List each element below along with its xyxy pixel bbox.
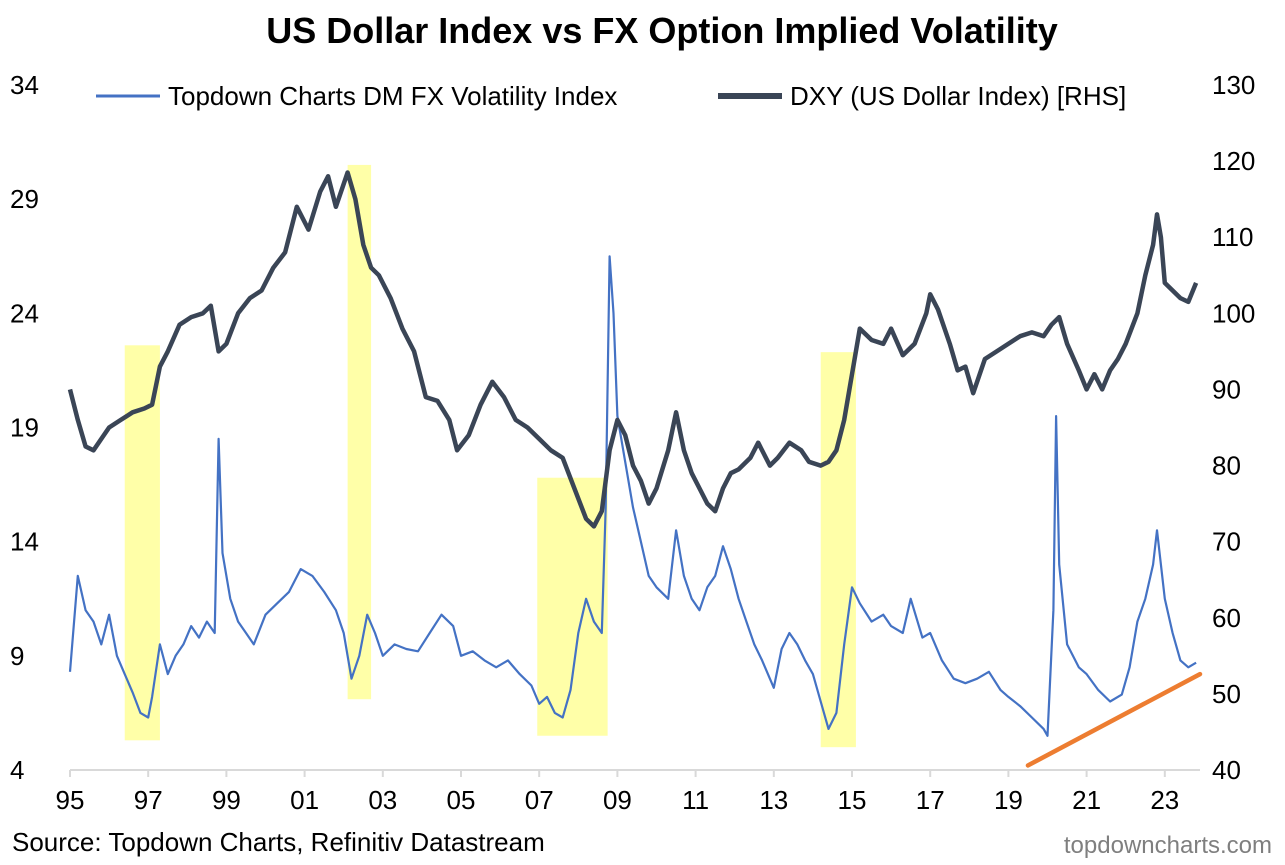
highlight-band-2 — [347, 164, 372, 700]
x-tick-label: 19 — [994, 785, 1023, 815]
dxy-series-line — [67, 170, 1199, 529]
watermark: topdowncharts.com — [1064, 832, 1272, 859]
highlight-bands — [124, 164, 856, 748]
left-tick-label: 9 — [10, 641, 24, 671]
right-tick-label: 100 — [1212, 298, 1255, 328]
left-tick-label: 4 — [10, 755, 24, 785]
right-tick-label: 80 — [1212, 451, 1241, 481]
right-tick-label: 60 — [1212, 603, 1241, 633]
legend-label-vol: Topdown Charts DM FX Volatility Index — [168, 81, 617, 111]
right-tick-label: 70 — [1212, 527, 1241, 557]
right-tick-label: 90 — [1212, 374, 1241, 404]
left-tick-label: 24 — [10, 298, 39, 328]
x-tick-label: 97 — [134, 785, 163, 815]
x-tick-label: 21 — [1072, 785, 1101, 815]
right-tick-label: 40 — [1212, 755, 1241, 785]
left-axis-ticks: 4 9 14 19 24 29 34 — [10, 70, 39, 785]
x-axis-ticks: 95 97 99 01 03 05 07 09 11 13 15 17 19 21 23 — [56, 770, 1179, 815]
x-tick-label: 09 — [603, 785, 632, 815]
left-tick-label: 34 — [10, 70, 39, 100]
x-tick-label: 07 — [525, 785, 554, 815]
right-axis-ticks: 40 50 60 70 80 90 100 110 120 130 — [1212, 70, 1255, 785]
x-tick-label: 23 — [1150, 785, 1179, 815]
source-note: Source: Topdown Charts, Refinitiv Datast… — [12, 827, 545, 857]
x-tick-label: 05 — [447, 785, 476, 815]
x-tick-label: 95 — [56, 785, 85, 815]
right-tick-label: 110 — [1212, 222, 1253, 252]
x-tick-label: 01 — [290, 785, 319, 815]
x-tick-label: 17 — [916, 785, 945, 815]
right-tick-label: 50 — [1212, 679, 1241, 709]
trend-line — [1025, 671, 1203, 768]
left-tick-label: 14 — [10, 527, 39, 557]
x-tick-label: 03 — [368, 785, 397, 815]
right-tick-label: 120 — [1212, 146, 1255, 176]
chart-title: US Dollar Index vs FX Option Implied Vol… — [266, 10, 1057, 51]
right-tick-label: 130 — [1212, 70, 1255, 100]
vol-series-line — [68, 255, 1197, 737]
legend-label-dxy: DXY (US Dollar Index) [RHS] — [790, 81, 1126, 111]
x-tick-label: 99 — [212, 785, 241, 815]
highlight-band-4 — [820, 352, 856, 748]
x-tick-label: 15 — [838, 785, 867, 815]
left-tick-label: 29 — [10, 184, 39, 214]
plot-area: 95 97 99 01 03 05 07 09 11 13 15 17 19 21 23 4 9 14 19 24 2… — [10, 70, 1255, 815]
left-tick-label: 19 — [10, 413, 39, 443]
x-tick-label: 11 — [682, 785, 709, 815]
x-tick-label: 13 — [759, 785, 788, 815]
legend: Topdown Charts DM FX Volatility Index DX… — [96, 81, 1126, 111]
